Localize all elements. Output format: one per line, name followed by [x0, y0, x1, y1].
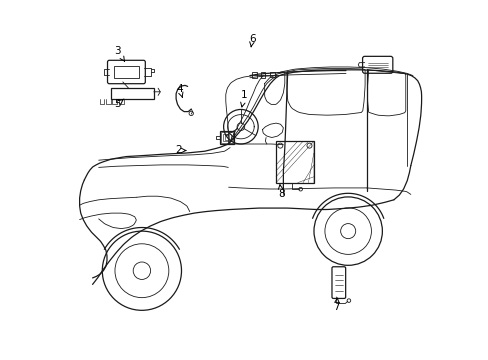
Text: 7: 7 — [333, 298, 339, 312]
Text: 4: 4 — [176, 84, 183, 97]
Text: 8: 8 — [277, 185, 284, 199]
Bar — [275, 141, 313, 183]
Bar — [220, 131, 234, 144]
Bar — [114, 66, 139, 78]
Bar — [270, 72, 274, 77]
Text: 2: 2 — [175, 145, 185, 156]
Bar — [110, 88, 153, 99]
Text: 5: 5 — [114, 99, 123, 109]
Text: 3: 3 — [114, 46, 124, 61]
Bar — [261, 72, 265, 78]
Bar — [252, 72, 256, 78]
Text: 6: 6 — [248, 34, 255, 47]
Bar — [221, 132, 232, 143]
Bar — [224, 135, 229, 140]
Bar — [223, 134, 231, 141]
Text: 1: 1 — [240, 90, 247, 107]
